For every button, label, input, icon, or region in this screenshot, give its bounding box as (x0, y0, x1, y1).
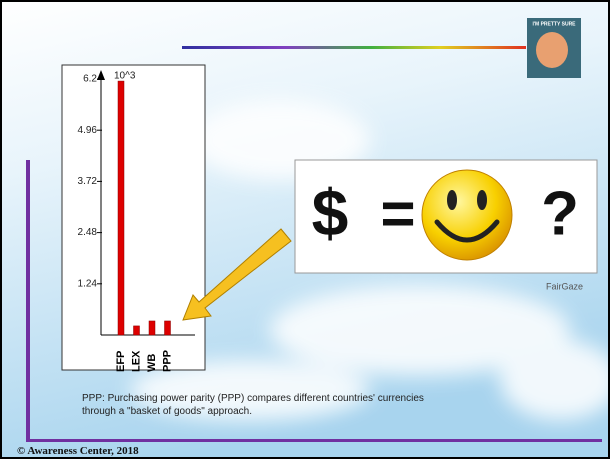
bar (148, 320, 156, 336)
smiley-eye (477, 190, 487, 210)
caption: PPP: Purchasing power parity (PPP) compa… (82, 393, 424, 417)
smiley-mouth (434, 219, 500, 243)
y-tick-label: 4.96 (78, 125, 98, 136)
y-unit-label: 10^3 (114, 71, 136, 82)
axis-arrow (97, 70, 105, 80)
smiley (421, 169, 513, 261)
arrow (182, 228, 292, 321)
x-tick-label: WB (146, 354, 158, 372)
y-tick-label: 2.48 (78, 227, 98, 238)
x-tick-label: EFP (115, 351, 127, 372)
question-mark: ? (541, 179, 579, 248)
dollar-sign: $ (312, 175, 349, 249)
x-tick-label: PPP (161, 350, 173, 372)
meme-caption: I'M PRETTY SURE (532, 21, 576, 27)
x-tick-label: LEX (130, 350, 142, 372)
rainbow-line (182, 46, 526, 49)
y-tick-label: 1.24 (78, 278, 98, 289)
image-credit: FairGaze (546, 281, 583, 291)
bar (117, 80, 125, 336)
smiley-eye (447, 190, 457, 210)
y-tick-label: 6.2 (83, 74, 97, 85)
chart-box (61, 64, 206, 371)
bar (164, 320, 171, 336)
footer: © Awareness Center, 2018 (17, 445, 139, 457)
meme-face (536, 32, 568, 68)
bottom-bar (26, 439, 602, 442)
bar (133, 325, 140, 336)
left-bar (26, 160, 30, 442)
y-tick-label: 3.72 (78, 176, 98, 187)
equals-sign: = (380, 180, 415, 247)
